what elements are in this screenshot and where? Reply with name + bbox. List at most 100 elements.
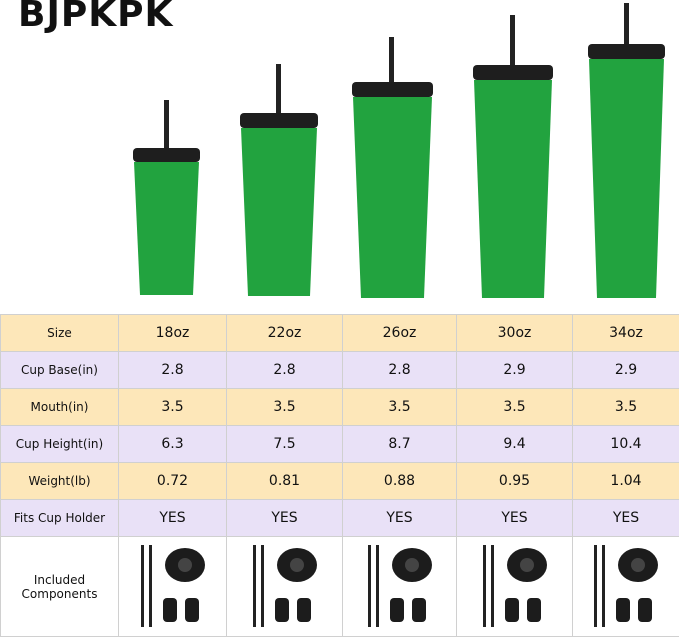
lid [352, 82, 433, 97]
straw [602, 545, 605, 627]
components-icon [475, 540, 555, 630]
row-label: Mouth(in) [1, 389, 119, 426]
components-icon [360, 540, 440, 630]
plug [297, 598, 311, 622]
components-icon [586, 540, 666, 630]
straw [624, 3, 629, 47]
straw [594, 545, 597, 627]
cell: 2.8 [119, 352, 227, 389]
components-cell [457, 537, 573, 637]
components-icon [245, 540, 325, 630]
cell: YES [119, 500, 227, 537]
straw [261, 545, 264, 627]
tumbler [240, 64, 318, 296]
row-label: Fits Cup Holder [1, 500, 119, 537]
lid [240, 113, 318, 128]
row-label: Cup Base(in) [1, 352, 119, 389]
lid-cap [290, 558, 304, 572]
cup-body [589, 59, 664, 298]
lid-cap [520, 558, 534, 572]
cell: 9.4 [457, 426, 573, 463]
straw [276, 64, 281, 116]
components-cell [119, 537, 227, 637]
straw [164, 100, 169, 152]
cell: 26oz [343, 315, 457, 352]
cell: 2.8 [343, 352, 457, 389]
cell: 18oz [119, 315, 227, 352]
lid-cap [405, 558, 419, 572]
cell: 2.9 [457, 352, 573, 389]
cell: 3.5 [573, 389, 679, 426]
cell: 2.9 [573, 352, 679, 389]
cell: YES [227, 500, 343, 537]
straw [483, 545, 486, 627]
plug [412, 598, 426, 622]
components-cell [343, 537, 457, 637]
cell: 3.5 [343, 389, 457, 426]
components-cell [227, 537, 343, 637]
components-icon [133, 540, 213, 630]
plug [390, 598, 404, 622]
row-label: Size [1, 315, 119, 352]
cup-body [353, 97, 432, 298]
tumbler [588, 3, 665, 298]
cell: 0.72 [119, 463, 227, 500]
lid-cap [631, 558, 645, 572]
cell: 1.04 [573, 463, 679, 500]
plug [505, 598, 519, 622]
straw [141, 545, 144, 627]
cup-body [241, 128, 317, 296]
cup-body [474, 80, 552, 298]
cell: 3.5 [227, 389, 343, 426]
lid [133, 148, 200, 162]
tumblers [0, 0, 679, 310]
components-cell [573, 537, 679, 637]
cell: YES [573, 500, 679, 537]
cup-body [134, 162, 199, 295]
cell: 22oz [227, 315, 343, 352]
plug [163, 598, 177, 622]
cell: YES [343, 500, 457, 537]
plug [638, 598, 652, 622]
straw [376, 545, 379, 627]
cell: 0.81 [227, 463, 343, 500]
cell: 8.7 [343, 426, 457, 463]
cell: 0.88 [343, 463, 457, 500]
cell: 10.4 [573, 426, 679, 463]
row-label: Included Components [1, 537, 119, 637]
straw [253, 545, 256, 627]
plug [185, 598, 199, 622]
straw [368, 545, 371, 627]
cell: 2.8 [227, 352, 343, 389]
straw [389, 37, 394, 85]
plug [275, 598, 289, 622]
cell: YES [457, 500, 573, 537]
plug [527, 598, 541, 622]
cell: 0.95 [457, 463, 573, 500]
tumbler [352, 37, 433, 298]
row-label: Weight(lb) [1, 463, 119, 500]
straw [149, 545, 152, 627]
row-label: Cup Height(in) [1, 426, 119, 463]
straw [510, 15, 515, 68]
straw [491, 545, 494, 627]
lid [588, 44, 665, 59]
tumbler [473, 15, 553, 298]
lid [473, 65, 553, 80]
plug [616, 598, 630, 622]
tumbler [133, 100, 200, 295]
cell: 7.5 [227, 426, 343, 463]
lid-cap [178, 558, 192, 572]
cell: 3.5 [457, 389, 573, 426]
cell: 34oz [573, 315, 679, 352]
cell: 30oz [457, 315, 573, 352]
cell: 6.3 [119, 426, 227, 463]
